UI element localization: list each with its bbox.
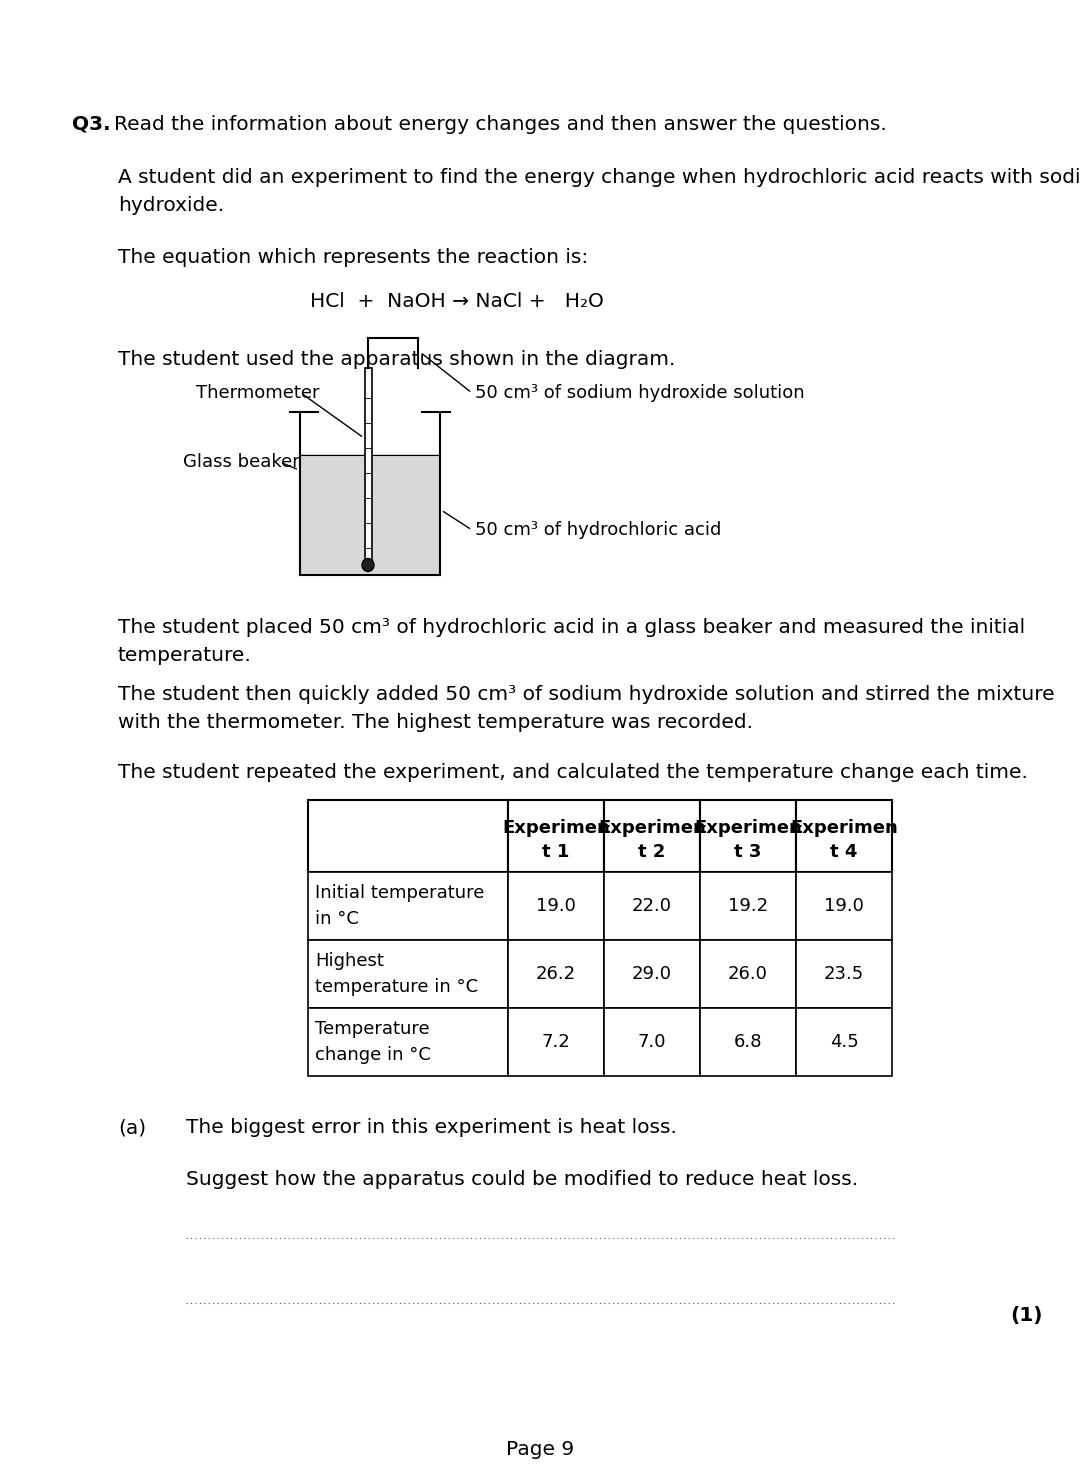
Text: 50 cm³ of sodium hydroxide solution: 50 cm³ of sodium hydroxide solution	[475, 384, 805, 403]
Bar	[508, 872, 604, 940]
Text: t 3: t 3	[734, 844, 761, 861]
Text: t 4: t 4	[831, 844, 858, 861]
Ellipse shape	[362, 559, 374, 571]
Text: 19.0: 19.0	[824, 897, 864, 914]
Bar	[308, 940, 508, 1007]
Bar	[301, 454, 438, 574]
Text: A student did an experiment to find the energy change when hydrochloric acid rea: A student did an experiment to find the …	[118, 168, 1080, 215]
Text: Suggest how the apparatus could be modified to reduce heat loss.: Suggest how the apparatus could be modif…	[186, 1170, 859, 1189]
Bar	[508, 1007, 604, 1075]
Bar	[508, 799, 604, 872]
Text: (a): (a)	[118, 1118, 146, 1137]
Bar	[508, 940, 604, 1007]
Bar	[700, 1007, 796, 1075]
Text: 23.5: 23.5	[824, 965, 864, 982]
Bar	[796, 872, 892, 940]
Bar	[308, 1007, 508, 1075]
Text: Glass beaker: Glass beaker	[183, 453, 300, 471]
Text: The student placed 50 cm³ of hydrochloric acid in a glass beaker and measured th: The student placed 50 cm³ of hydrochlori…	[118, 618, 1025, 665]
Text: 7.0: 7.0	[638, 1032, 666, 1052]
Text: The student repeated the experiment, and calculated the temperature change each : The student repeated the experiment, and…	[118, 763, 1028, 782]
Bar	[604, 872, 700, 940]
Text: 4.5: 4.5	[829, 1032, 859, 1052]
Text: The student then quickly added 50 cm³ of sodium hydroxide solution and stirred t: The student then quickly added 50 cm³ of…	[118, 684, 1055, 732]
Text: 7.2: 7.2	[542, 1032, 570, 1052]
Bar	[700, 872, 796, 940]
Text: HCl  +  NaOH → NaCl +   H₂O: HCl + NaOH → NaCl + H₂O	[310, 292, 604, 311]
Bar	[796, 1007, 892, 1075]
Text: Read the information about energy changes and then answer the questions.: Read the information about energy change…	[114, 115, 887, 134]
Text: 19.0: 19.0	[536, 897, 576, 914]
Text: 26.0: 26.0	[728, 965, 768, 982]
Text: 6.8: 6.8	[733, 1032, 762, 1052]
Text: 22.0: 22.0	[632, 897, 672, 914]
Text: Experimen: Experimen	[502, 819, 610, 836]
Bar	[365, 367, 372, 568]
Bar	[700, 940, 796, 1007]
Bar	[796, 940, 892, 1007]
Text: 19.2: 19.2	[728, 897, 768, 914]
Text: Temperature
change in °C: Temperature change in °C	[315, 1021, 431, 1063]
Text: The biggest error in this experiment is heat loss.: The biggest error in this experiment is …	[186, 1118, 677, 1137]
Text: 29.0: 29.0	[632, 965, 672, 982]
Text: Experimen: Experimen	[598, 819, 706, 836]
Text: 26.2: 26.2	[536, 965, 576, 982]
Bar	[308, 872, 508, 940]
Bar	[604, 940, 700, 1007]
Bar	[700, 799, 796, 872]
Text: The equation which represents the reaction is:: The equation which represents the reacti…	[118, 248, 589, 267]
Text: Page 9: Page 9	[505, 1440, 575, 1459]
Bar	[604, 799, 700, 872]
Text: Highest
temperature in °C: Highest temperature in °C	[315, 953, 478, 996]
Text: Q3.: Q3.	[72, 115, 110, 134]
Text: The student used the apparatus shown in the diagram.: The student used the apparatus shown in …	[118, 350, 675, 369]
Bar	[604, 1007, 700, 1075]
Bar	[308, 799, 508, 872]
Text: t 2: t 2	[638, 844, 665, 861]
Bar	[796, 799, 892, 872]
Text: 50 cm³ of hydrochloric acid: 50 cm³ of hydrochloric acid	[475, 521, 721, 538]
Text: Initial temperature
in °C: Initial temperature in °C	[315, 885, 484, 928]
Text: Thermometer: Thermometer	[195, 384, 320, 403]
Text: Experimen: Experimen	[791, 819, 897, 836]
Text: (1): (1)	[1010, 1305, 1042, 1325]
Text: Experimen: Experimen	[694, 819, 801, 836]
Text: t 1: t 1	[542, 844, 569, 861]
